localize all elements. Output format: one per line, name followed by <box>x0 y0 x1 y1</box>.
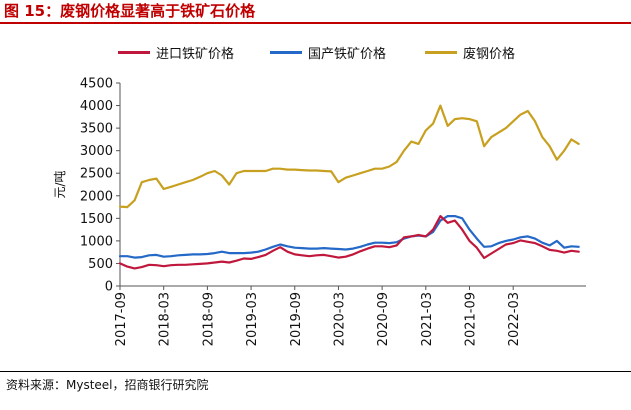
source-rule <box>0 371 631 372</box>
series-line-scrap <box>118 104 580 209</box>
x-tick-label: 2021-09 <box>464 292 479 346</box>
line-chart: 0 500 1000 1500 2000 2500 3000 3500 4000 4500 元/吨 2… <box>53 77 586 346</box>
series-line-domestic-ore <box>118 215 580 259</box>
x-tick-label: 2020-03 <box>332 292 347 346</box>
legend-swatch-domestic-ore <box>270 51 302 54</box>
legend-item-domestic-ore: 国产铁矿价格 <box>270 43 386 62</box>
y-tick-label: 1000 <box>80 234 113 249</box>
y-axis-label: 元/吨 <box>53 170 67 198</box>
x-tick-label: 2018-09 <box>201 292 216 346</box>
legend-swatch-import-ore <box>118 51 150 54</box>
x-tick-label: 2019-09 <box>289 292 304 346</box>
y-tick-label: 0 <box>105 280 113 295</box>
y-tick-label: 3000 <box>80 144 113 159</box>
x-tick-label: 2019-03 <box>245 292 260 346</box>
legend-item-import-ore: 进口铁矿价格 <box>118 43 234 62</box>
legend-label-scrap: 废钢价格 <box>463 47 516 62</box>
figure-title: 图 15：废钢价格显著高于铁矿石价格 <box>4 2 256 20</box>
y-tick-label: 500 <box>88 257 113 272</box>
y-tick-label: 3500 <box>80 122 113 137</box>
y-tick-label: 2500 <box>80 167 113 182</box>
series-line-import-ore <box>118 215 580 270</box>
chart-legend: 进口铁矿价格 国产铁矿价格 废钢价格 <box>0 43 631 63</box>
x-tick-label: 2021-03 <box>420 292 435 346</box>
legend-swatch-scrap <box>425 51 457 54</box>
y-tick-label: 4500 <box>80 77 113 92</box>
legend-item-scrap: 废钢价格 <box>425 43 515 62</box>
y-tick-label: 1500 <box>80 212 113 227</box>
source-note: 资料来源：Mysteel，招商银行研究院 <box>6 378 209 392</box>
y-tick-label: 4000 <box>80 99 113 114</box>
x-tick-label: 2018-03 <box>158 292 173 346</box>
legend-label-import-ore: 进口铁矿价格 <box>156 47 235 62</box>
x-tick-label: 2020-09 <box>376 292 391 346</box>
title-rule <box>0 22 631 24</box>
legend-label-domestic-ore: 国产铁矿价格 <box>308 47 387 62</box>
x-tick-label: 2017-09 <box>114 292 129 346</box>
y-tick-label: 2000 <box>80 189 113 204</box>
x-tick-label: 2022-03 <box>507 292 522 346</box>
